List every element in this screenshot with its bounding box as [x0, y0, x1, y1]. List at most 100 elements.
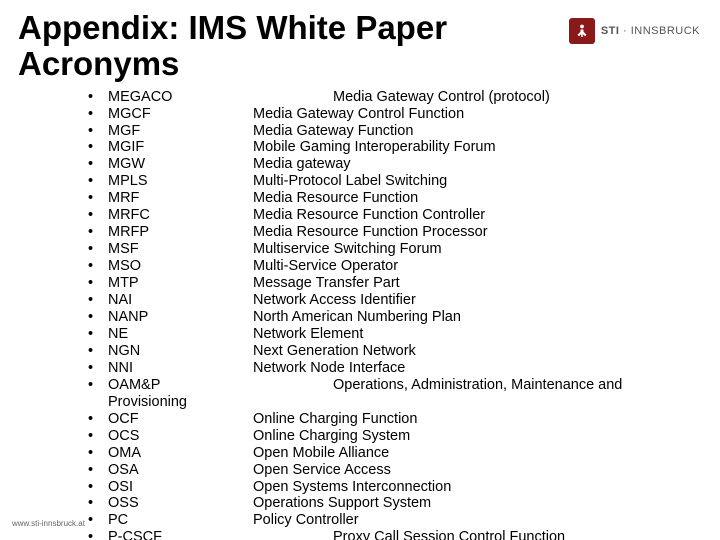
- acronym: MGCF: [108, 106, 253, 123]
- acronym-full: Online Charging System: [253, 428, 702, 445]
- acronym: OSA: [108, 462, 253, 479]
- acronym-row: •OCFOnline Charging Function: [88, 411, 702, 428]
- acronym-row: •MSFMultiservice Switching Forum: [88, 241, 702, 258]
- acronym: MGIF: [108, 139, 253, 156]
- acronym-row: •MEGACOMedia Gateway Control (protocol): [88, 89, 702, 106]
- bullet-icon: •: [88, 275, 108, 292]
- acronym-full: Policy Controller: [253, 512, 702, 529]
- acronym-full: Media Gateway Control (protocol): [253, 89, 702, 106]
- acronym: MSO: [108, 258, 253, 275]
- acronym-row: •P-CSCFProxy Call Session Control Functi…: [88, 529, 702, 540]
- acronym-row: •MRFPMedia Resource Function Processor: [88, 224, 702, 241]
- acronym: PC: [108, 512, 253, 529]
- bullet-icon: •: [88, 156, 108, 173]
- acronym-full: Online Charging Function: [253, 411, 702, 428]
- acronym-row: •PCPolicy Controller: [88, 512, 702, 529]
- acronym: MRFP: [108, 224, 253, 241]
- bullet-icon: •: [88, 479, 108, 496]
- acronym: OMA: [108, 445, 253, 462]
- acronym-full: Operations Support System: [253, 495, 702, 512]
- acronym: P-CSCF: [108, 529, 253, 540]
- acronym-row: •MGFMedia Gateway Function: [88, 123, 702, 140]
- logo-text-light: · INNSBRUCK: [619, 25, 700, 37]
- acronym: NGN: [108, 343, 253, 360]
- acronym: MGW: [108, 156, 253, 173]
- bullet-icon: •: [88, 495, 108, 512]
- acronym: OSS: [108, 495, 253, 512]
- acronym-list: •MEGACOMedia Gateway Control (protocol)•…: [88, 89, 702, 540]
- title-line2: Acronyms: [18, 45, 179, 82]
- acronym-full: Mobile Gaming Interoperability Forum: [253, 139, 702, 156]
- acronym-full: Media Resource Function Controller: [253, 207, 702, 224]
- acronym: MRFC: [108, 207, 253, 224]
- acronym: OCF: [108, 411, 253, 428]
- acronym: Provisioning: [108, 394, 228, 411]
- bullet-icon: •: [88, 292, 108, 309]
- acronym-full: Media gateway: [253, 156, 702, 173]
- acronym: NE: [108, 326, 253, 343]
- acronym: OCS: [108, 428, 253, 445]
- title-line1: Appendix: IMS White Paper: [18, 9, 447, 46]
- acronym-row: •MGWMedia gateway: [88, 156, 702, 173]
- slide: Appendix: IMS White Paper Acronyms STI ·…: [0, 0, 720, 540]
- bullet-icon: •: [88, 139, 108, 156]
- acronym-row: Provisioning: [88, 394, 702, 411]
- bullet-icon: •: [88, 462, 108, 479]
- logo-text: STI · INNSBRUCK: [601, 25, 700, 37]
- acronym-full: Multi-Protocol Label Switching: [253, 173, 702, 190]
- acronym-full: Open Systems Interconnection: [253, 479, 702, 496]
- bullet-icon: •: [88, 445, 108, 462]
- bullet-icon: •: [88, 106, 108, 123]
- bullet-icon: •: [88, 123, 108, 140]
- acronym-full: Media Gateway Function: [253, 123, 702, 140]
- bullet-icon: •: [88, 343, 108, 360]
- acronym-full: Network Access Identifier: [253, 292, 702, 309]
- acronym-row: •NANPNorth American Numbering Plan: [88, 309, 702, 326]
- bullet-icon: •: [88, 173, 108, 190]
- acronym: MGF: [108, 123, 253, 140]
- bullet-icon: •: [88, 512, 108, 529]
- bullet-icon: •: [88, 377, 108, 394]
- acronym-full: Proxy Call Session Control Function: [253, 529, 702, 540]
- acronym: NNI: [108, 360, 253, 377]
- acronym: MTP: [108, 275, 253, 292]
- bullet-icon: •: [88, 326, 108, 343]
- logo: STI · INNSBRUCK: [569, 18, 700, 44]
- acronym: NANP: [108, 309, 253, 326]
- acronym-row: •OSAOpen Service Access: [88, 462, 702, 479]
- acronym-row: •NENetwork Element: [88, 326, 702, 343]
- acronym-full: Operations, Administration, Maintenance …: [253, 377, 702, 394]
- acronym-full: Open Service Access: [253, 462, 702, 479]
- acronym-full: Multi-Service Operator: [253, 258, 702, 275]
- bullet-icon: •: [88, 529, 108, 540]
- acronym-row: •MRFCMedia Resource Function Controller: [88, 207, 702, 224]
- acronym-full: Media Gateway Control Function: [253, 106, 702, 123]
- bullet-icon: •: [88, 241, 108, 258]
- acronym-full: Media Resource Function Processor: [253, 224, 702, 241]
- acronym-row: •OMAOpen Mobile Alliance: [88, 445, 702, 462]
- acronym: MPLS: [108, 173, 253, 190]
- acronym: MSF: [108, 241, 253, 258]
- acronym-row: •MPLSMulti-Protocol Label Switching: [88, 173, 702, 190]
- bullet-icon: •: [88, 258, 108, 275]
- acronym-row: •NNINetwork Node Interface: [88, 360, 702, 377]
- bullet-icon: •: [88, 89, 108, 106]
- acronym-full: Media Resource Function: [253, 190, 702, 207]
- logo-badge-icon: [569, 18, 595, 44]
- acronym-row: •MGIFMobile Gaming Interoperability Foru…: [88, 139, 702, 156]
- acronym: MRF: [108, 190, 253, 207]
- acronym-row: •MSOMulti-Service Operator: [88, 258, 702, 275]
- acronym-row: •OAM&POperations, Administration, Mainte…: [88, 377, 702, 394]
- acronym-full: Network Node Interface: [253, 360, 702, 377]
- acronym: NAI: [108, 292, 253, 309]
- slide-header: Appendix: IMS White Paper Acronyms STI ·…: [18, 10, 702, 83]
- acronym-row: •MRFMedia Resource Function: [88, 190, 702, 207]
- bullet-icon: •: [88, 190, 108, 207]
- logo-text-bold: STI: [601, 25, 620, 37]
- acronym-full: North American Numbering Plan: [253, 309, 702, 326]
- acronym-full: Next Generation Network: [253, 343, 702, 360]
- acronym-full: Message Transfer Part: [253, 275, 702, 292]
- acronym-row: •MTPMessage Transfer Part: [88, 275, 702, 292]
- acronym: OSI: [108, 479, 253, 496]
- acronym-row: •NGNNext Generation Network: [88, 343, 702, 360]
